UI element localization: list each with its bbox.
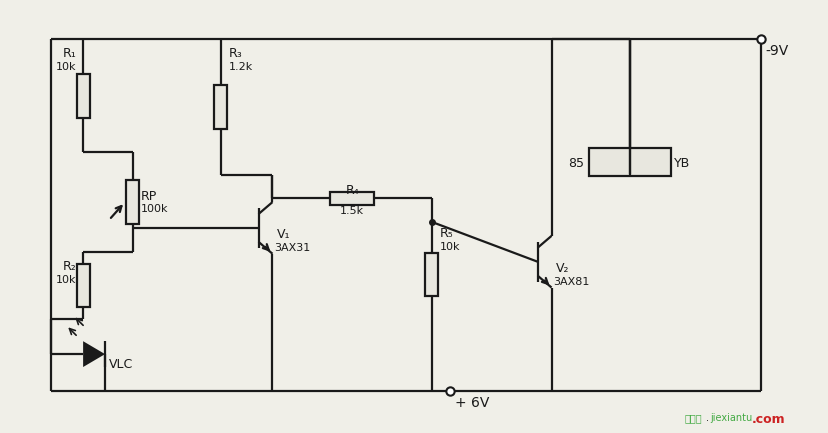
Text: -9V: -9V [765,44,788,58]
Text: R₄: R₄ [345,184,359,197]
Text: 3AX31: 3AX31 [274,243,310,253]
Text: YB: YB [673,157,690,170]
Text: R₃: R₃ [229,47,242,60]
Bar [127,180,139,224]
Text: + 6V: + 6V [455,396,489,410]
Text: R₂: R₂ [62,260,76,273]
Bar [214,85,227,129]
Text: .com: .com [751,413,785,426]
Text: R₅: R₅ [440,227,453,240]
Bar [76,74,89,118]
Text: 10k: 10k [55,62,76,72]
Bar [425,253,438,297]
Text: 10k: 10k [55,275,76,284]
Text: V₂: V₂ [555,262,568,275]
Text: RP: RP [141,190,157,203]
Text: 1.2k: 1.2k [229,62,253,72]
Text: .: . [705,413,708,423]
Text: 3AX81: 3AX81 [553,277,590,287]
Bar [330,192,373,204]
Text: VLC: VLC [109,358,133,371]
Text: 100k: 100k [141,204,168,214]
Text: 10k: 10k [440,242,460,252]
Text: R₁: R₁ [62,47,76,60]
Text: 1.5k: 1.5k [339,206,363,216]
Text: V₁: V₁ [276,228,290,241]
Text: 接线图: 接线图 [683,413,700,423]
Polygon shape [83,341,105,367]
Bar [589,149,671,176]
Bar [76,264,89,307]
Text: 85: 85 [568,157,584,170]
Text: jiexiantu: jiexiantu [709,413,751,423]
